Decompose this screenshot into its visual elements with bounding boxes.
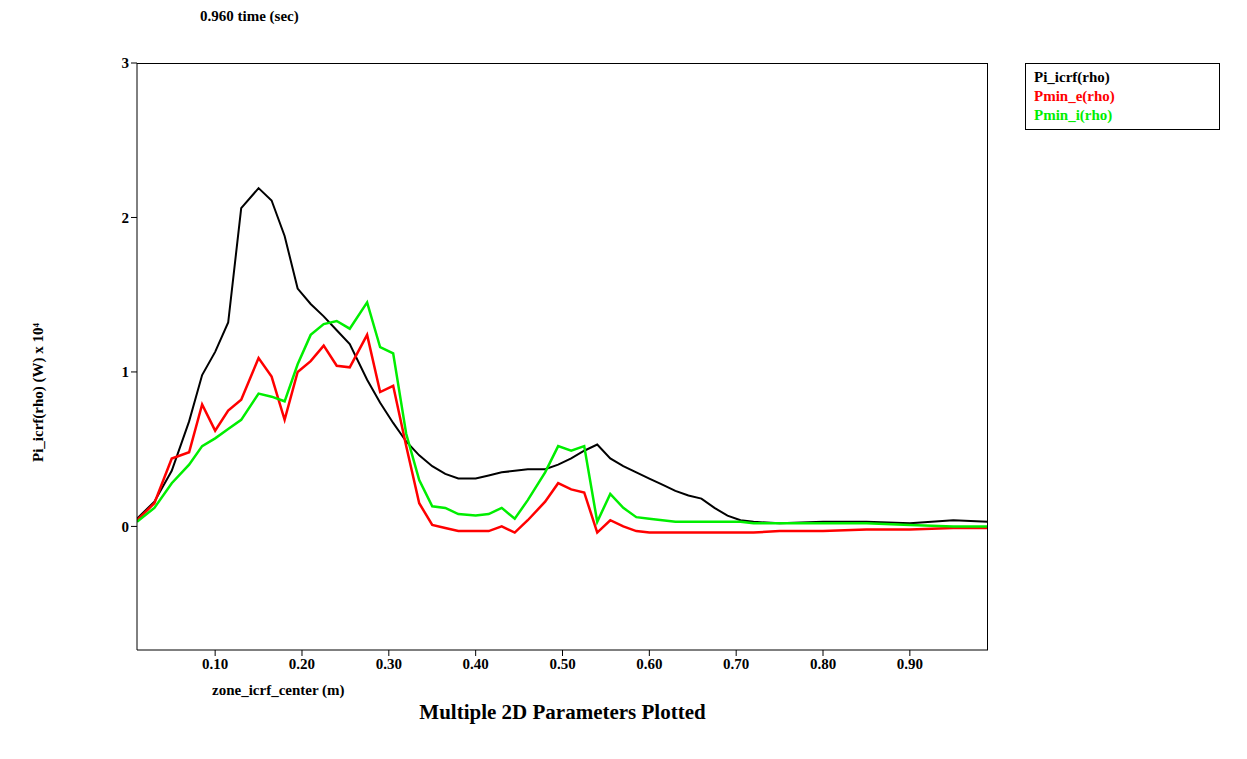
svg-text:0.80: 0.80 (810, 656, 836, 672)
html-text:Pi_icrf(rho) (W) x 10⁴: Pi_icrf(rho) (W) x 10⁴ (30, 322, 46, 462)
svg-text:0.70: 0.70 (723, 656, 749, 672)
svg-text:2: 2 (122, 210, 130, 226)
html-text:Pmin_i(rho): Pmin_i(rho) (1034, 107, 1113, 123)
html-text:Pmin_e(rho): Pmin_e(rho) (1034, 88, 1115, 104)
html-text:Pi_icrf(rho): Pi_icrf(rho) (1034, 69, 1110, 85)
html-text:Multiple 2D Parameters Plotted: Multiple 2D Parameters Plotted (419, 700, 706, 724)
svg-text:0.90: 0.90 (897, 656, 923, 672)
svg-text:1: 1 (122, 364, 130, 380)
svg-text:0: 0 (122, 519, 130, 535)
html-text:zone_icrf_center (m): zone_icrf_center (m) (212, 682, 345, 698)
svg-text:0.30: 0.30 (376, 656, 402, 672)
html-text:0.960 time (sec): 0.960 time (sec) (200, 8, 299, 24)
svg-text:3: 3 (122, 55, 130, 71)
svg-text:0.40: 0.40 (463, 656, 489, 672)
svg-text:0.20: 0.20 (289, 656, 315, 672)
svg-text:0.50: 0.50 (549, 656, 575, 672)
svg-text:0.10: 0.10 (202, 656, 228, 672)
svg-text:0.60: 0.60 (636, 656, 662, 672)
